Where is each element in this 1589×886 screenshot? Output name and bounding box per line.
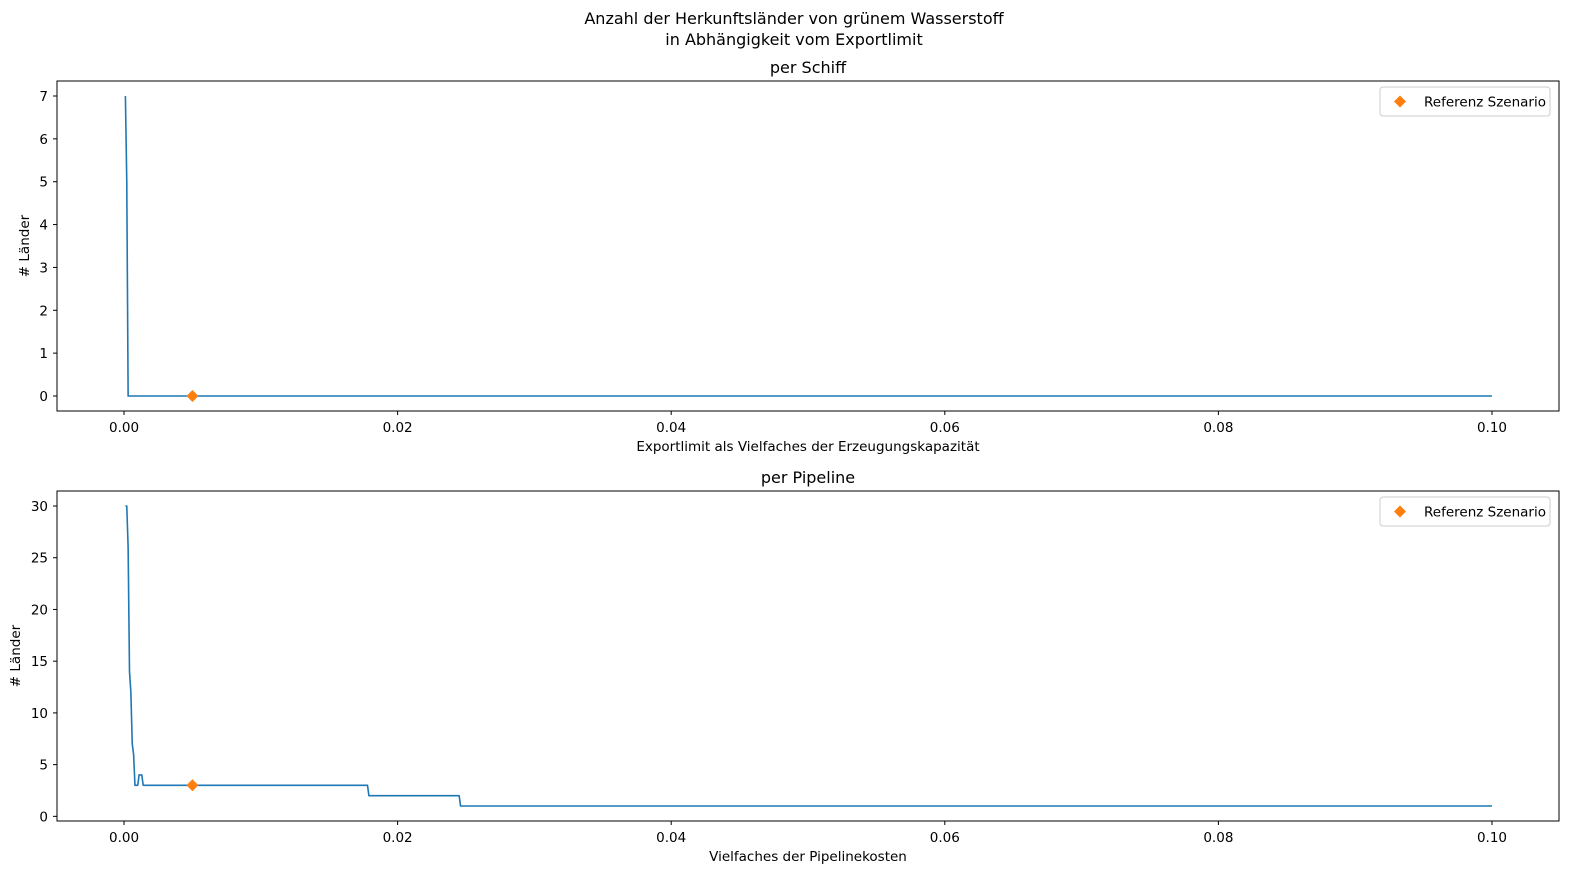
y-tick-label: 0 bbox=[39, 389, 48, 405]
x-tick-label: 0.02 bbox=[383, 830, 413, 846]
y-tick-label: 0 bbox=[39, 809, 48, 825]
y-tick-label: 25 bbox=[31, 551, 48, 567]
figure-suptitle-line2: in Abhängigkeit vom Exportlimit bbox=[665, 30, 922, 49]
x-tick-label: 0.10 bbox=[1477, 420, 1507, 436]
legend-marker bbox=[1394, 95, 1406, 108]
y-axis-label: # Länder bbox=[17, 214, 33, 277]
charts: per Schiff 0.00 0.02 0.04 0.06 0.08 0.10 0 1 2 3 4 5… bbox=[8, 58, 1560, 865]
y-tick-label: 4 bbox=[39, 218, 48, 234]
legend-label: Referenz Szenario bbox=[1424, 95, 1546, 111]
x-tick-label: 0.00 bbox=[109, 830, 139, 846]
chart-title: per Schiff bbox=[770, 58, 847, 77]
legend-label: Referenz Szenario bbox=[1424, 505, 1546, 521]
x-tick-label: 0.06 bbox=[930, 420, 960, 436]
plot-frame bbox=[56, 80, 1560, 412]
legend-box bbox=[1379, 496, 1551, 527]
y-tick-label: 5 bbox=[39, 175, 48, 191]
y-tick-label: 5 bbox=[39, 758, 48, 774]
y-tick-label: 1 bbox=[39, 346, 48, 362]
x-tick-label: 0.04 bbox=[656, 830, 686, 846]
x-tick-label: 0.08 bbox=[1203, 420, 1233, 436]
x-axis-label: Vielfaches der Pipelinekosten bbox=[709, 849, 907, 865]
x-tick-label: 0.04 bbox=[656, 420, 686, 436]
chart-title: per Pipeline bbox=[761, 468, 855, 487]
y-tick-label: 3 bbox=[39, 260, 48, 276]
y-tick-label: 15 bbox=[31, 654, 48, 670]
y-tick-label: 6 bbox=[39, 132, 48, 148]
x-tick-label: 0.00 bbox=[109, 420, 139, 436]
plot-frame bbox=[56, 490, 1560, 822]
x-tick-label: 0.02 bbox=[383, 420, 413, 436]
y-tick-label: 30 bbox=[31, 499, 48, 515]
y-tick-label: 20 bbox=[31, 602, 48, 618]
figure-suptitle-line1: Anzahl der Herkunftsländer von grünem Wa… bbox=[584, 9, 1004, 28]
chart-1: per Pipeline 0.00 0.02 0.04 0.06 0.08 0.10 0 5 10… bbox=[8, 468, 1560, 865]
series-line-0 bbox=[124, 95, 1492, 397]
x-tick-label: 0.08 bbox=[1203, 830, 1233, 846]
reference-marker bbox=[186, 390, 199, 402]
y-tick-label: 7 bbox=[39, 89, 48, 105]
legend: Referenz Szenario bbox=[1379, 86, 1551, 117]
x-tick-label: 0.06 bbox=[930, 830, 960, 846]
x-axis-label: Exportlimit als Vielfaches der Erzeugung… bbox=[636, 439, 979, 455]
legend: Referenz Szenario bbox=[1379, 496, 1551, 527]
y-tick-label: 2 bbox=[39, 303, 48, 319]
y-axis-label: # Länder bbox=[8, 624, 24, 687]
x-tick-label: 0.10 bbox=[1477, 830, 1507, 846]
legend-marker bbox=[1394, 505, 1406, 518]
chart-0: per Schiff 0.00 0.02 0.04 0.06 0.08 0.10 0 1 2 3 4 5… bbox=[17, 58, 1560, 455]
legend-box bbox=[1379, 86, 1551, 117]
y-tick-label: 10 bbox=[31, 706, 48, 722]
reference-marker bbox=[186, 779, 199, 792]
series-line-0 bbox=[125, 505, 1492, 807]
